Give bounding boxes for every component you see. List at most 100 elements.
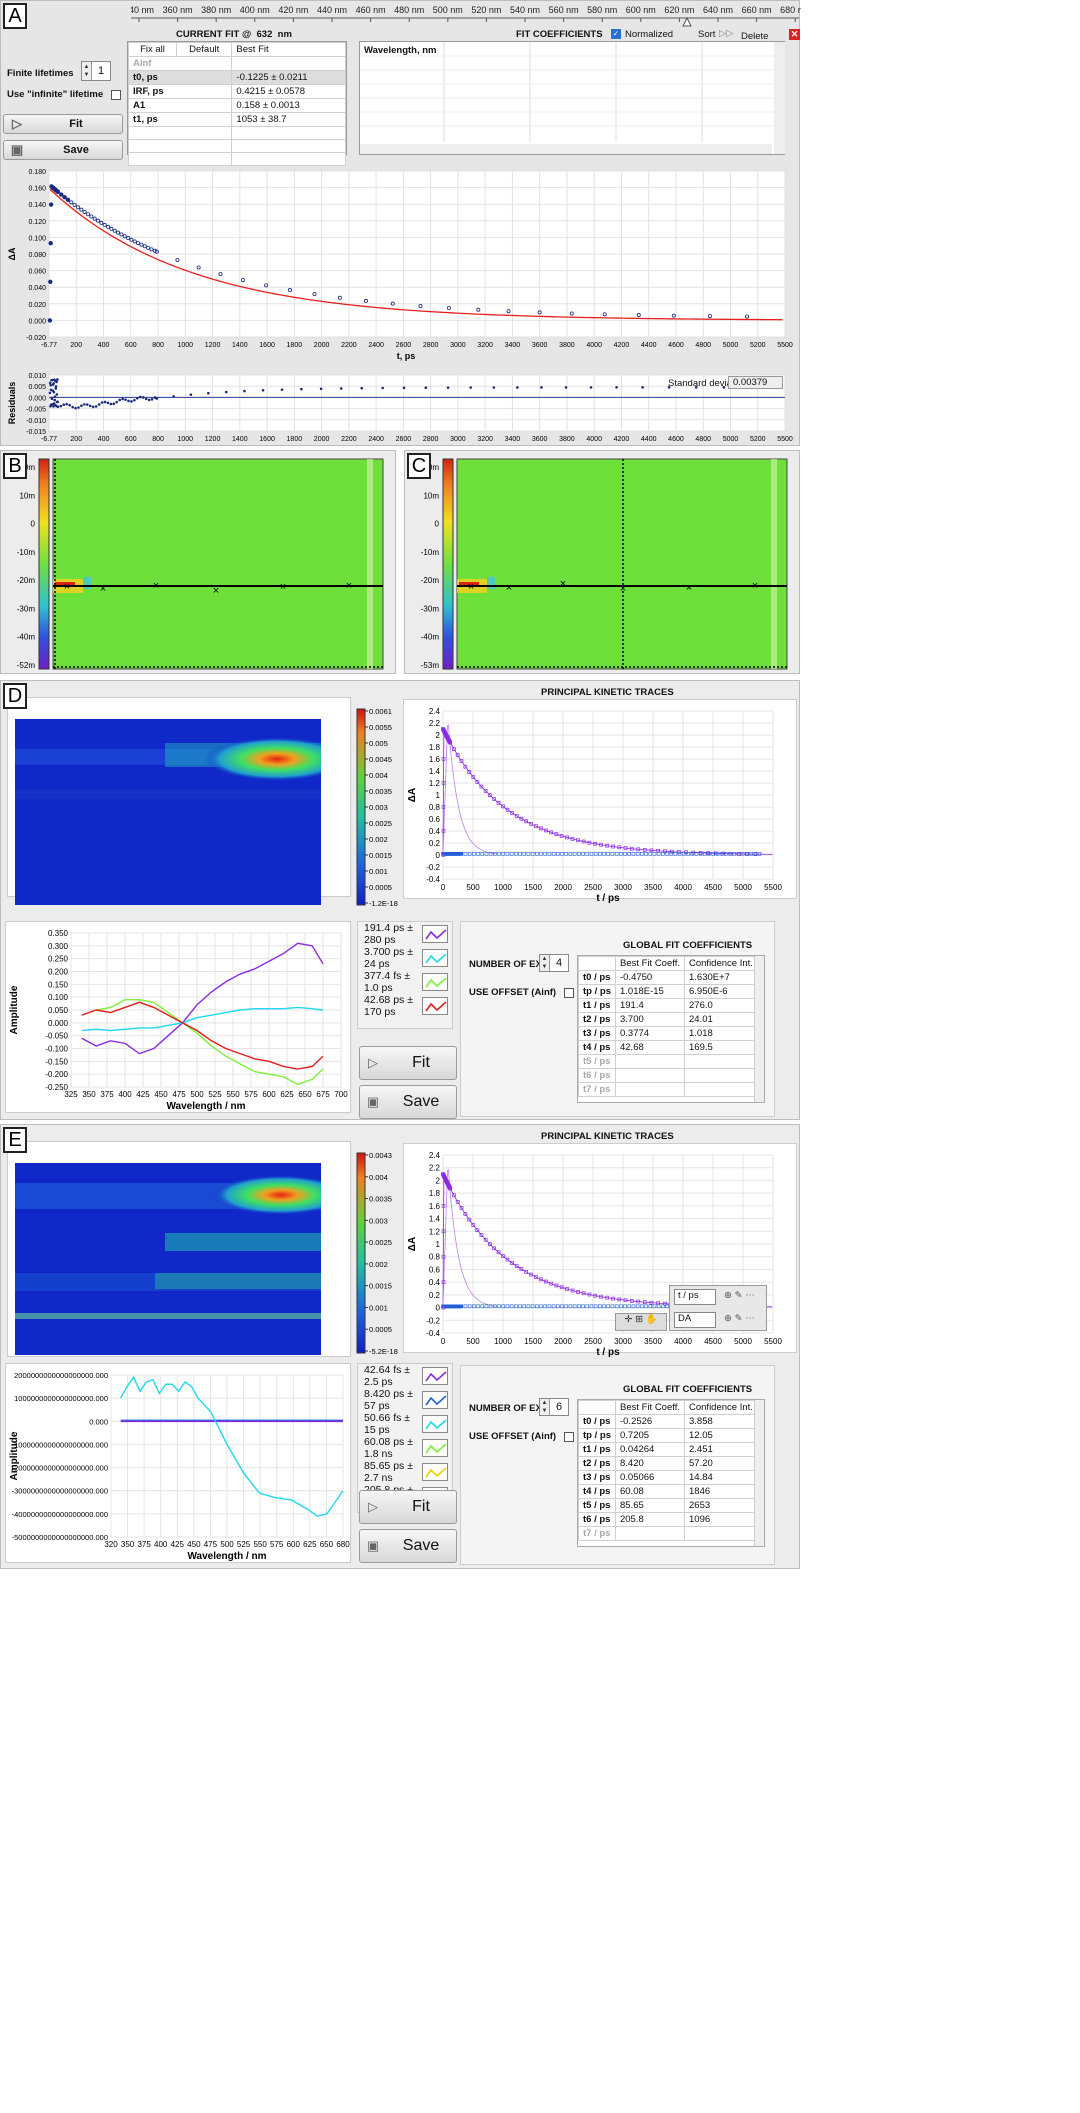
coef-row[interactable]: t6 / ps 205.8 1096 <box>578 1512 758 1527</box>
data-point <box>636 313 641 318</box>
fit-row[interactable]: t1, ps 1053 ± 38.7 <box>127 112 346 127</box>
fit-row[interactable]: IRF, ps 0.4215 ± 0.0578 <box>127 84 346 99</box>
coef-row[interactable]: tp / ps 1.018E-15 6.950E-6 <box>578 984 758 999</box>
legend-swatch[interactable] <box>422 997 448 1015</box>
coef-row[interactable]: t0 / ps -0.2526 3.858 <box>578 1414 758 1429</box>
fit-button[interactable]: ▷ Fit <box>359 1046 457 1080</box>
trace-point <box>605 843 609 848</box>
coef-row[interactable]: t4 / ps 60.08 1846 <box>578 1484 758 1499</box>
residual-map-b[interactable]: 20m 10m 0 -10m -20m -30m -40m -52m × × × × × × <box>1 451 397 675</box>
das-heatmap[interactable] <box>15 719 321 905</box>
trace-point-2 <box>619 1304 623 1309</box>
legend-item[interactable]: 50.66 fs ± 15 ps <box>358 1412 452 1436</box>
sort-icon[interactable]: ▷▷ <box>719 28 734 39</box>
legend-item[interactable]: 3.700 ps ± 24 ps <box>358 946 452 970</box>
cursor-style-icon[interactable]: ⊕ ✎ ⋯ <box>724 1313 755 1324</box>
trace-point-2 <box>724 852 728 856</box>
das-heatmap[interactable] <box>15 1163 321 1355</box>
cursor-tools-icon[interactable]: ⊕ ✎ ⋯ <box>724 1290 755 1301</box>
offset-checkbox[interactable] <box>564 988 574 998</box>
offset-checkbox[interactable] <box>564 1432 574 1442</box>
save-button[interactable]: ▣ Save <box>359 1085 457 1119</box>
rise-point <box>441 805 446 809</box>
coef-row[interactable]: t5 / ps 85.65 2653 <box>578 1498 758 1513</box>
infinite-lifetime-checkbox[interactable] <box>111 90 121 100</box>
legend-swatch[interactable] <box>422 1391 448 1409</box>
coef-row[interactable]: t3 / ps 0.3774 1.018 <box>578 1026 758 1041</box>
legend-item[interactable]: 85.65 ps ± 2.7 ns <box>358 1460 452 1484</box>
legend-item[interactable]: 8.420 ps ± 57 ps <box>358 1388 452 1412</box>
y-tick-label: -3000000000000000000.000 <box>12 1487 108 1496</box>
legend-swatch[interactable] <box>422 1415 448 1433</box>
residual-point <box>62 403 66 407</box>
table-scrollbar[interactable] <box>754 1400 764 1546</box>
fix-all-header[interactable]: Fix all <box>128 42 177 57</box>
fit-button[interactable]: ▷ Fit <box>359 1490 457 1524</box>
legend-item[interactable]: 191.4 ps ± 280 ps <box>358 922 452 946</box>
principal-kinetic-traces[interactable]: 2.4 2.2 2 1.8 1.6 1.4 1.2 1 0.8 0.6 0.4 0.2 0 -0.2 -0.… <box>403 699 797 909</box>
best-fit-value: 8.420 <box>614 1456 686 1471</box>
trace-point <box>593 1293 598 1298</box>
coef-row[interactable]: t2 / ps 3.700 24.01 <box>578 1012 758 1027</box>
num-exp-stepper[interactable]: ▲ ▼ 6 <box>539 1398 570 1416</box>
residual-map-c[interactable]: 20m 10m 0 -10m -20m -30m -40m -53m × × × × × × <box>405 451 801 675</box>
amplitude-spectra[interactable]: 0.350 0.300 0.250 0.200 0.150 0.100 0.050 0.000… <box>5 921 351 1117</box>
y-tick-label: -30m <box>421 604 440 613</box>
delete-column-icon[interactable]: ✕ <box>789 29 800 40</box>
coef-row[interactable]: t7 / ps <box>578 1526 758 1541</box>
coef-row[interactable]: t1 / ps 191.4 276.0 <box>578 998 758 1013</box>
table-scrollbar[interactable] <box>754 956 764 1102</box>
fit-button[interactable]: ▷ Fit <box>3 114 123 134</box>
save-button[interactable]: ▣ Save <box>3 140 123 160</box>
legend-swatch[interactable] <box>422 1463 448 1481</box>
trace-point <box>617 1297 622 1302</box>
legend-item[interactable]: 42.68 ps ± 170 ps <box>358 994 452 1018</box>
sort-label[interactable]: Sort <box>698 29 716 40</box>
fit-row[interactable]: Ainf <box>127 56 346 71</box>
coef-row[interactable]: t1 / ps 0.04264 2.451 <box>578 1442 758 1457</box>
fit-row[interactable]: t0, ps -0.1225 ± 0.0211 <box>127 70 346 85</box>
cursor-y-field[interactable]: DA <box>674 1312 716 1328</box>
x-tick-label: 3400 <box>505 436 521 443</box>
series-line <box>81 942 324 1055</box>
wavelength-ruler[interactable]: 340 nm 360 nm 380 nm 400 nm 420 nm 440 nm 460 … <box>131 1 801 29</box>
normalized-checkbox[interactable]: ✓ <box>611 29 621 39</box>
legend-swatch[interactable] <box>422 949 448 967</box>
kinetic-fit-plot[interactable]: 0.180 0.160 0.140 0.120 0.100 0.080 0.060 0.040… <box>1 161 801 369</box>
coef-row[interactable]: tp / ps 0.7205 12.05 <box>578 1428 758 1443</box>
cursor-x-field[interactable]: t / ps <box>674 1289 716 1305</box>
param-name: t1 / ps <box>578 1442 616 1457</box>
coef-row[interactable]: t3 / ps 0.05066 14.84 <box>578 1470 758 1485</box>
legend-swatch[interactable] <box>422 1439 448 1457</box>
residual-point <box>138 395 142 399</box>
legend-swatch[interactable] <box>422 1367 448 1385</box>
x-tick-label: 625 <box>303 1540 317 1549</box>
legend-item[interactable]: 377.4 fs ± 1.0 ps <box>358 970 452 994</box>
residual-point <box>68 403 71 407</box>
residuals-plot[interactable]: 0.010 0.005 0.000 -0.005 -0.010 -0.015-6.77 20… <box>1 369 801 447</box>
graph-tools-icon[interactable]: ✛ ⊞ ✋ <box>615 1313 667 1331</box>
coef-row[interactable]: t6 / ps <box>578 1068 758 1083</box>
legend-item[interactable]: 60.08 ps ± 1.8 ns <box>358 1436 452 1460</box>
y-tick-label: 0.000 <box>28 318 46 325</box>
legend-line <box>425 1467 447 1478</box>
param-name: t5 / ps <box>578 1054 616 1069</box>
coef-row[interactable]: t5 / ps <box>578 1054 758 1069</box>
trace-point-2 <box>564 852 569 856</box>
coef-row[interactable]: t0 / ps -0.4750 1.630E+7 <box>578 970 758 985</box>
save-button[interactable]: ▣ Save <box>359 1529 457 1563</box>
coef-row[interactable]: t4 / ps 42.68 169.5 <box>578 1040 758 1055</box>
legend-item[interactable]: 42.64 fs ± 2.5 ps <box>358 1364 452 1388</box>
coef-row[interactable]: t7 / ps <box>578 1082 758 1097</box>
num-exp-stepper[interactable]: ▲ ▼ 4 <box>539 954 570 972</box>
data-point <box>119 232 124 237</box>
coef-row[interactable]: t2 / ps 8.420 57.20 <box>578 1456 758 1471</box>
legend-swatch[interactable] <box>422 925 448 943</box>
fit-row[interactable]: A1 0.158 ± 0.0013 <box>127 98 346 113</box>
amplitude-spectra[interactable]: 2000000000000000000.000 10000000000000000… <box>5 1363 351 1569</box>
colorbar-tick-label: -1.2E-18 <box>369 899 398 908</box>
data-point <box>72 202 77 207</box>
finite-lifetimes-stepper[interactable]: ▲ ▼ 1 <box>81 61 112 81</box>
default-header[interactable]: Default <box>175 42 233 57</box>
legend-swatch[interactable] <box>422 973 448 991</box>
